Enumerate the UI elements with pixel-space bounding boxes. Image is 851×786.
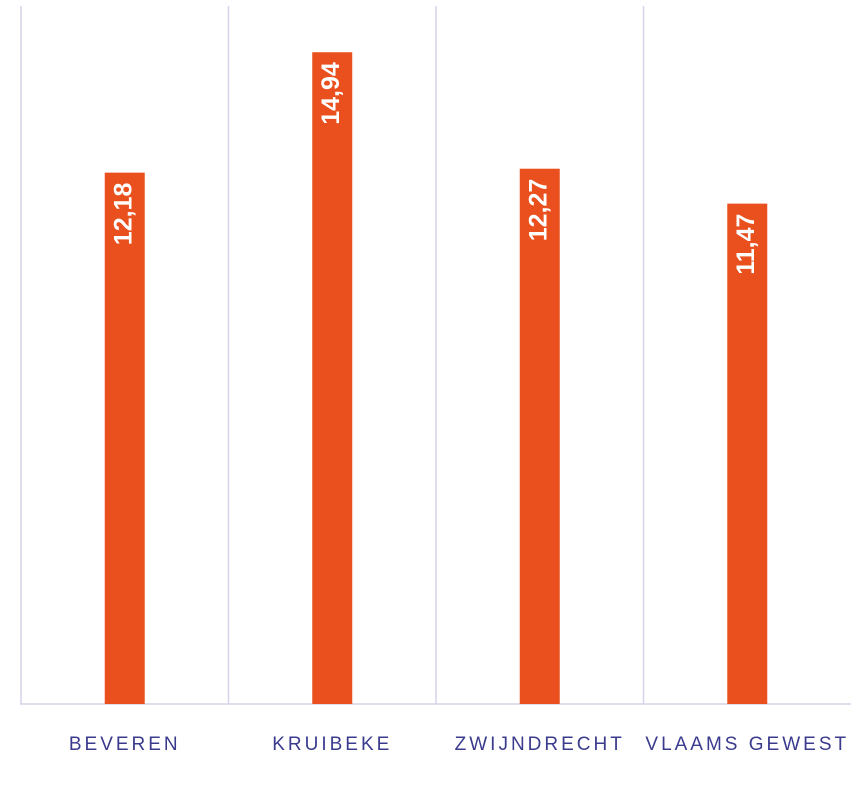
value-label: 14,94 bbox=[317, 62, 345, 125]
bar bbox=[519, 168, 560, 704]
x-tick-label: KRUIBEKE bbox=[272, 734, 393, 755]
bar bbox=[104, 172, 145, 704]
value-label: 12,27 bbox=[524, 179, 552, 242]
x-tick-label: VLAAMS GEWEST bbox=[645, 734, 850, 755]
value-label: 12,18 bbox=[109, 183, 137, 246]
x-tick-label: ZWIJNDRECHT bbox=[454, 734, 625, 755]
bar bbox=[312, 52, 353, 705]
x-tick-label: BEVEREN bbox=[68, 734, 181, 755]
bar bbox=[727, 203, 768, 704]
value-label: 11,47 bbox=[732, 214, 760, 275]
